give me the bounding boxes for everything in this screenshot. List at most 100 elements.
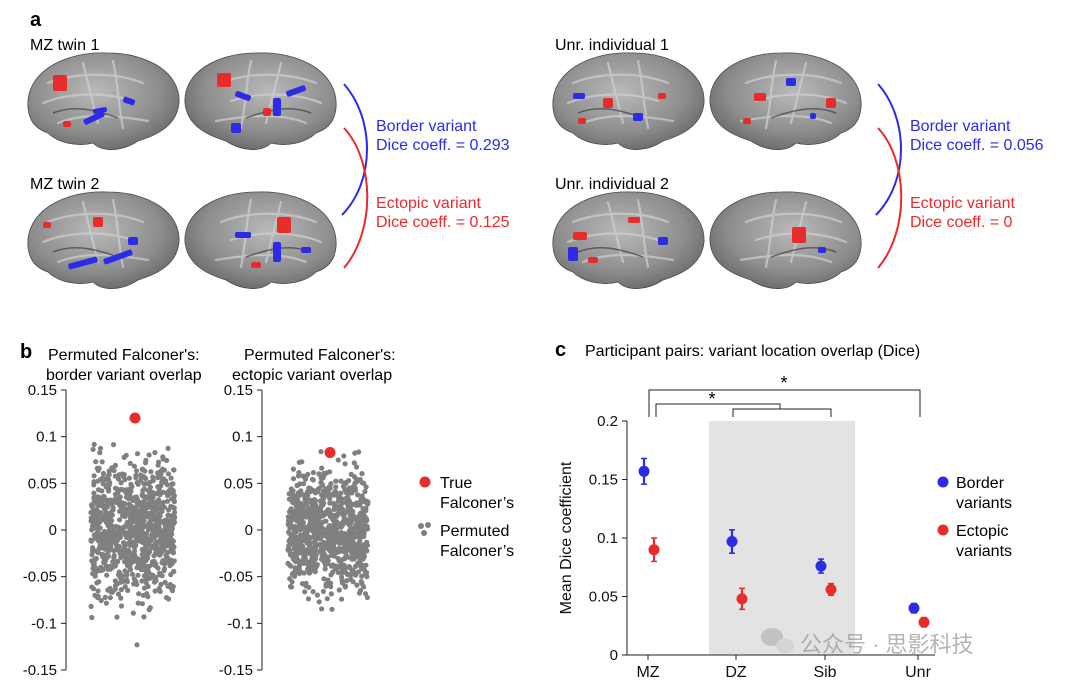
brain-gyri [214,59,323,130]
permuted-point [133,494,139,500]
permuted-point [111,552,117,559]
wechat-icon [761,628,794,654]
permuted-point [161,568,167,574]
permuted-point [312,490,318,496]
permuted-point [122,477,128,483]
b-right-points [285,447,371,612]
permuted-point [309,545,315,551]
permuted-point [104,572,110,578]
permuted-point [129,484,135,490]
permuted-point [164,457,170,463]
brain-sulcus [52,107,119,119]
permuted-point [167,533,173,539]
permuted-point [122,568,128,574]
permuted-point [151,517,157,523]
permuted-point [319,525,325,531]
permuted-point [109,518,115,524]
permuted-point [101,517,107,523]
permuted-point [147,605,153,611]
border-variant-patch [231,123,241,133]
permuted-point [118,480,124,486]
permuted-point [317,536,324,542]
permuted-point [325,492,331,498]
border-variant-patch [786,78,796,86]
b-right-axis: 0.15 0.1 0.05 0 -0.05 -0.1 -0.15 [219,382,263,679]
permuted-point [364,570,370,576]
permuted-point [351,556,357,562]
permuted-point [336,497,342,503]
permuted-point [95,487,102,493]
permuted-point [104,477,110,483]
permuted-point [332,503,338,509]
permuted-point [168,513,174,519]
mz-twin-2-label: MZ twin 2 [30,176,99,193]
permuted-point [143,523,150,529]
permuted-point [89,614,95,621]
permuted-point [118,603,125,609]
permuted-point [356,449,362,455]
permuted-point [158,581,164,588]
permuted-point [100,481,106,487]
permuted-point [127,539,133,545]
panel-b-left-title-2: border variant overlap [46,367,202,384]
panel-b-left-title-1: Permuted Falconer's: [48,347,200,364]
permuted-point [97,450,103,456]
permuted-point [139,510,145,516]
legend-ectopic-marker [937,524,949,536]
permuted-point [341,453,347,459]
permuted-point [291,536,297,542]
ectopic-mean-point [648,544,660,556]
panel-a-label: a [30,9,42,31]
watermark: 公众号 · 思影科技 [761,628,974,657]
permuted-point [165,445,171,451]
permuted-point [355,492,361,498]
permuted-point [296,563,302,569]
permuted-point [108,589,114,595]
permuted-point [159,502,165,508]
permuted-point [157,513,163,519]
permuted-point [336,587,342,593]
permuted-point [158,532,164,538]
y-tick-label: 0.05 [224,475,253,492]
permuted-point [300,509,306,516]
permuted-point [159,476,165,482]
permuted-point [165,471,172,477]
mz-twin-1-label: MZ twin 1 [30,37,99,54]
permuted-point [106,488,112,494]
permuted-point [126,475,132,481]
b-left-points [88,412,178,648]
brain-3 [27,191,180,289]
permuted-point [130,530,136,536]
permuted-point [287,562,293,569]
y-tick-label: -0.05 [219,569,253,586]
border-mean-point [908,602,920,614]
border-title-right: Border variant [910,118,1011,135]
permuted-point [341,531,348,537]
permuted-point [287,583,294,590]
permuted-point [306,497,312,503]
permuted-point [353,464,360,470]
permuted-point [291,526,297,533]
permuted-point [356,531,362,538]
brain-gyri [739,59,848,130]
permuted-point [140,466,146,472]
permuted-point [106,498,112,504]
border-variant-patch [128,237,138,245]
permuted-point [146,452,152,458]
border-bracket-right [875,83,902,216]
permuted-point [305,596,312,602]
permuted-point [289,495,296,501]
border-variant-patch [122,96,136,106]
y-tick-label: 0.1 [232,429,253,446]
permuted-point [295,473,302,479]
permuted-point [341,517,347,524]
permuted-point [100,554,106,560]
brain-4 [184,191,337,289]
permuted-point [353,563,359,570]
permuted-point [112,578,118,584]
permuted-point [98,597,104,604]
permuted-point [150,478,156,484]
permuted-point [91,495,97,501]
permuted-point [115,476,122,482]
ectopic-mean-point [825,583,837,595]
